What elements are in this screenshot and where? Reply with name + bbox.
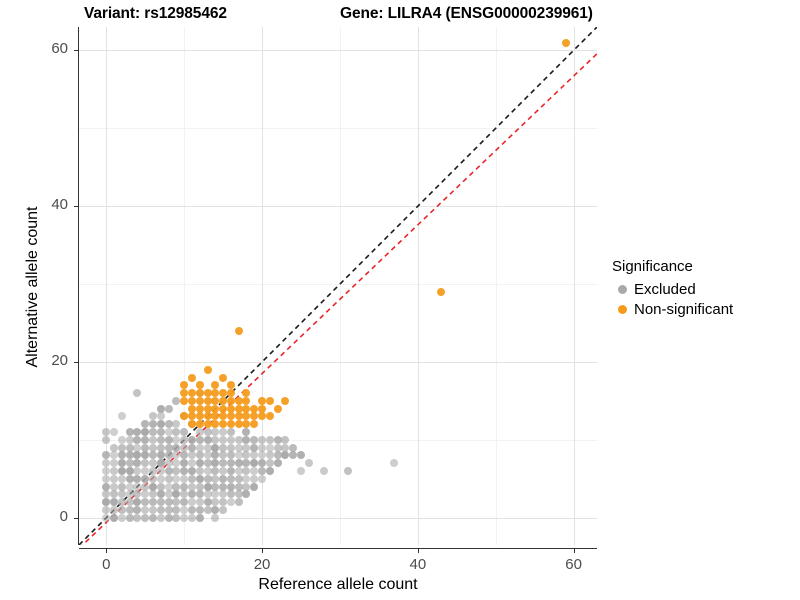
- x-tick-label: 60: [565, 556, 582, 573]
- reference-lines: [79, 27, 597, 545]
- gridline-minor-horizontal: [79, 439, 597, 441]
- legend-item-label: Excluded: [634, 280, 696, 298]
- y-tick-label: 60: [51, 40, 68, 58]
- plot-panel: [79, 27, 597, 545]
- legend-items: Excluded Non-significant: [612, 279, 733, 319]
- gridline-minor-vertical: [495, 27, 497, 545]
- reference-line-fit: [81, 53, 597, 545]
- y-tick-mark: [74, 517, 78, 519]
- y-tick-label: 0: [59, 507, 68, 525]
- y-tick-mark: [74, 361, 78, 363]
- y-tick-label: 20: [51, 351, 68, 369]
- gridline-minor-horizontal: [79, 128, 597, 130]
- x-axis-title: Reference allele count: [258, 576, 418, 593]
- y-tick-label: 40: [51, 196, 68, 214]
- gridline-major-horizontal: [79, 517, 597, 519]
- gene-title: Gene: LILRA4 (ENSG00000239961): [340, 5, 593, 22]
- gridline-major-horizontal: [79, 361, 597, 363]
- legend-key-swatch: [612, 299, 632, 319]
- legend-title: Significance: [612, 258, 693, 275]
- x-tick-label: 40: [409, 556, 427, 573]
- variant-title: Variant: rs12985462: [84, 5, 227, 22]
- x-tick-mark: [417, 549, 419, 553]
- gridline-major-horizontal: [79, 206, 597, 208]
- gridline-minor-vertical: [184, 27, 186, 545]
- gridline-minor-vertical: [339, 27, 341, 545]
- x-tick-mark: [262, 549, 264, 553]
- x-tick-mark: [106, 549, 108, 553]
- y-tick-mark: [74, 206, 78, 208]
- x-axis-line: [79, 548, 597, 549]
- legend-dot-icon: [617, 284, 627, 294]
- legend: Significance Excluded Non-significant: [612, 258, 733, 319]
- gridline-major-vertical: [106, 27, 108, 545]
- legend-item-label: Non-significant: [634, 300, 734, 318]
- x-tick-label: 0: [102, 556, 111, 573]
- gridline-major-vertical: [262, 27, 264, 545]
- gridline-major-horizontal: [79, 50, 597, 52]
- gridline-major-vertical: [573, 27, 575, 545]
- legend-dot-icon: [617, 304, 627, 314]
- legend-item[interactable]: Non-significant: [612, 299, 733, 319]
- legend-key-swatch: [612, 279, 632, 299]
- x-tick-mark: [573, 549, 575, 553]
- reference-line-identity: [79, 27, 597, 545]
- gridline-major-vertical: [417, 27, 419, 545]
- y-tick-mark: [74, 50, 78, 52]
- x-tick-label: 20: [253, 556, 271, 573]
- legend-item[interactable]: Excluded: [612, 279, 733, 299]
- y-axis-line: [78, 27, 79, 545]
- gridline-minor-horizontal: [79, 284, 597, 286]
- y-axis-title: Alternative allele count: [24, 206, 41, 368]
